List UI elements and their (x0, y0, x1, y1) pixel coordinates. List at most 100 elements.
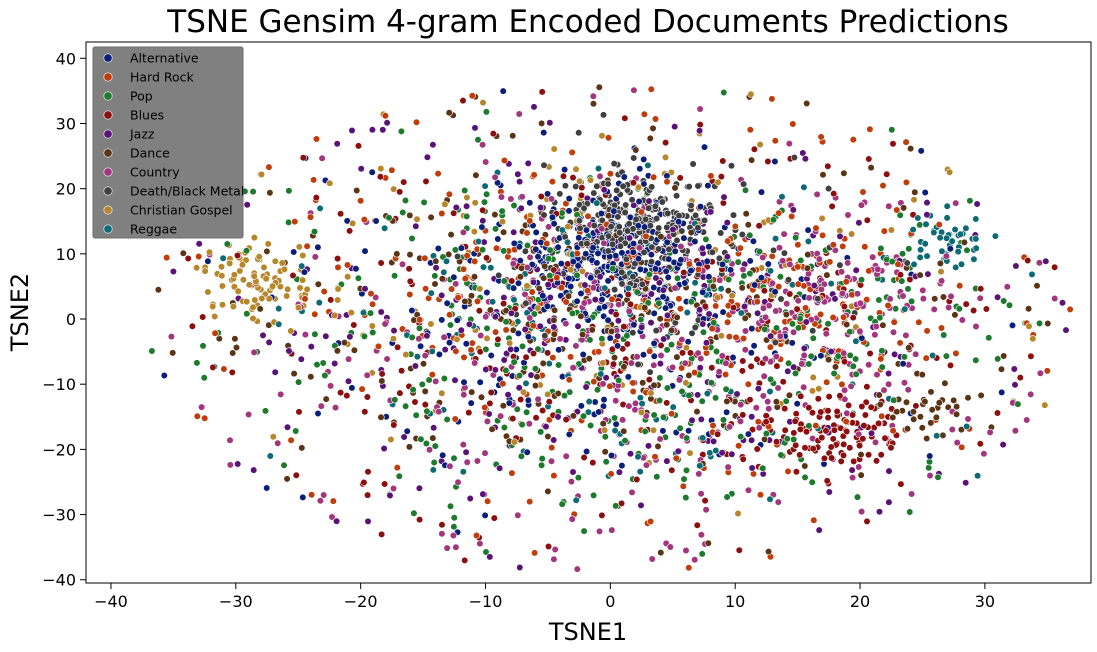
scatter-point (678, 364, 686, 372)
legend-label: Hard Rock (130, 70, 195, 85)
scatter-point (797, 392, 805, 400)
scatter-point (452, 203, 460, 212)
scatter-point (665, 245, 673, 253)
scatter-point (476, 285, 484, 293)
scatter-point (230, 283, 238, 291)
scatter-point (204, 288, 212, 296)
scatter-point (507, 309, 516, 317)
scatter-point (622, 255, 631, 263)
scatter-point (861, 243, 869, 251)
scatter-point (1012, 262, 1020, 270)
scatter-point (906, 275, 914, 284)
scatter-point (489, 130, 497, 138)
scatter-point (916, 271, 924, 279)
scatter-point (361, 247, 369, 255)
scatter-point (708, 248, 717, 256)
scatter-point (829, 313, 837, 322)
scatter-point (953, 439, 961, 447)
scatter-point (508, 469, 516, 477)
scatter-point (706, 449, 714, 457)
scatter-point (563, 238, 572, 246)
scatter-point (333, 347, 342, 355)
scatter-point (657, 351, 665, 360)
scatter-point (311, 310, 319, 318)
scatter-point (715, 368, 723, 376)
scatter-point (403, 427, 411, 435)
scatter-point (800, 344, 808, 353)
scatter-point (718, 260, 727, 269)
scatter-point (543, 190, 552, 198)
scatter-point (544, 255, 553, 263)
scatter-point (884, 380, 893, 388)
scatter-point (533, 373, 541, 381)
scatter-point (744, 430, 753, 438)
scatter-point (918, 424, 926, 432)
scatter-point (890, 350, 899, 359)
scatter-point (852, 337, 860, 345)
scatter-point (769, 246, 778, 254)
scatter-point (274, 439, 282, 447)
scatter-point (700, 216, 709, 224)
scatter-point (461, 297, 469, 306)
scatter-point (831, 295, 839, 303)
scatter-point (759, 253, 767, 262)
scatter-point (797, 256, 805, 265)
scatter-point (883, 170, 891, 178)
scatter-point (828, 202, 836, 210)
scatter-point (822, 427, 830, 435)
scatter-point (621, 208, 629, 217)
scatter-point (421, 387, 429, 396)
scatter-point (217, 263, 226, 271)
scatter-point (616, 242, 625, 250)
scatter-point (264, 240, 272, 248)
scatter-point (849, 314, 857, 322)
scatter-point (510, 358, 518, 366)
scatter-point (316, 497, 325, 505)
scatter-point (650, 309, 658, 318)
scatter-point (343, 392, 351, 400)
scatter-point (766, 267, 775, 275)
scatter-point (823, 271, 831, 279)
scatter-point (746, 231, 754, 239)
scatter-point (188, 322, 196, 330)
scatter-point (604, 180, 612, 188)
scatter-point (450, 454, 458, 462)
scatter-point (201, 414, 209, 422)
scatter-point (687, 201, 695, 210)
scatter-point (713, 430, 722, 438)
scatter-point (957, 426, 966, 434)
scatter-point (747, 156, 756, 164)
scatter-point (618, 462, 626, 470)
scatter-point (474, 136, 482, 144)
scatter-point (389, 335, 398, 343)
scatter-point (864, 451, 873, 459)
scatter-point (815, 526, 823, 534)
scatter-point (753, 298, 761, 306)
scatter-point (722, 408, 731, 416)
scatter-point (709, 421, 717, 430)
scatter-point (352, 265, 360, 273)
scatter-point (446, 311, 454, 319)
scatter-point (872, 322, 880, 331)
scatter-point (452, 347, 460, 355)
scatter-point (637, 208, 645, 216)
scatter-point (918, 371, 926, 379)
scatter-point (461, 186, 469, 195)
scatter-point (803, 99, 811, 108)
scatter-point (970, 255, 978, 263)
scatter-point (688, 416, 696, 424)
scatter-point (491, 225, 500, 233)
scatter-point (574, 474, 583, 482)
scatter-point (363, 371, 371, 379)
scatter-point (794, 241, 802, 249)
scatter-point (550, 266, 558, 274)
scatter-point (644, 161, 652, 169)
scatter-point (546, 293, 554, 302)
scatter-point (457, 244, 466, 252)
scatter-point (539, 359, 547, 368)
scatter-point (702, 235, 710, 243)
scatter-point (537, 238, 545, 247)
scatter-point (528, 288, 536, 296)
scatter-point (406, 290, 414, 299)
scatter-point (609, 360, 618, 368)
